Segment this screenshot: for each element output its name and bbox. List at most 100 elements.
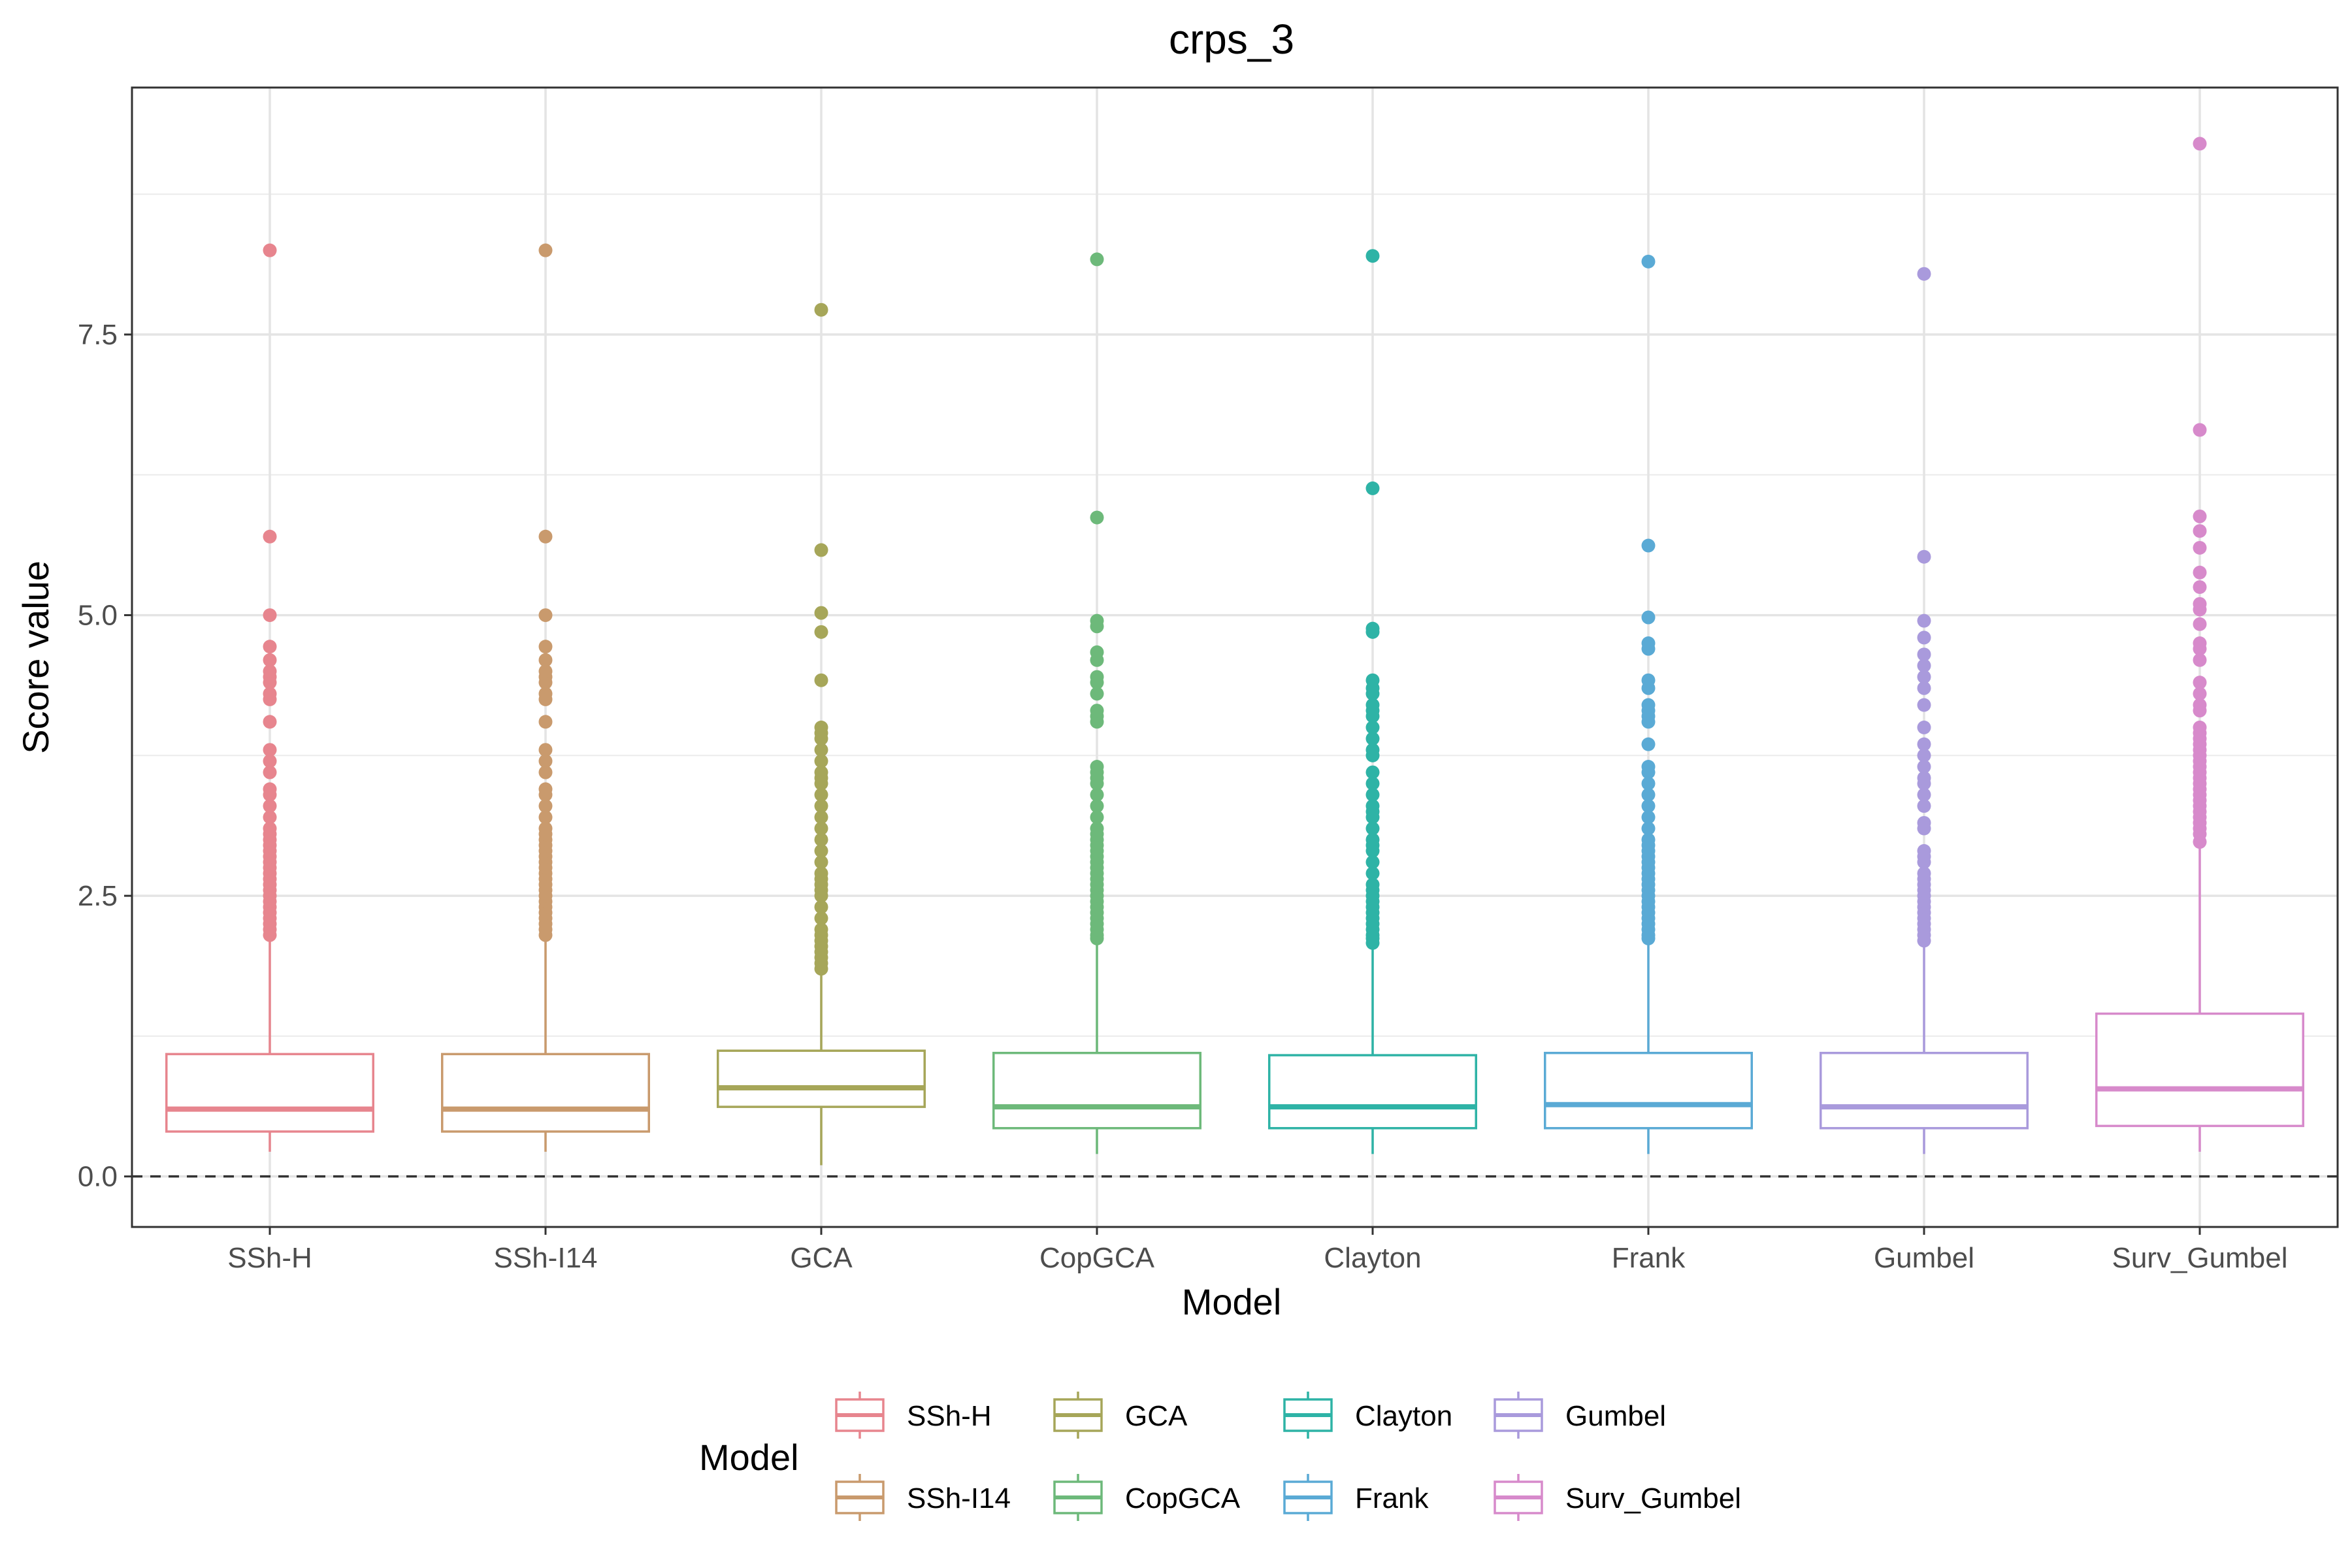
outlier-point xyxy=(1090,252,1104,267)
outlier-point xyxy=(1641,810,1656,825)
outlier-point xyxy=(2193,565,2207,580)
outlier-point xyxy=(1917,698,1931,712)
box-Surv_Gumbel xyxy=(2095,137,2304,1152)
outlier-point xyxy=(538,664,553,678)
outlier-point xyxy=(1641,636,1656,651)
legend-label: Clayton xyxy=(1355,1400,1452,1432)
box-SSh-I14 xyxy=(441,243,650,1152)
outlier-point xyxy=(2193,509,2207,523)
outlier-point xyxy=(814,900,828,914)
outlier-point xyxy=(1917,647,1931,662)
legend-item-SSh-I14: SSh-I14 xyxy=(835,1474,1011,1521)
outlier-point xyxy=(1365,743,1380,757)
series-layer xyxy=(165,137,2304,1166)
outlier-point xyxy=(263,782,277,796)
legend-item-SSh-H: SSh-H xyxy=(835,1392,992,1439)
outlier-point xyxy=(1641,673,1656,687)
outlier-point xyxy=(1090,645,1104,659)
outlier-point xyxy=(1917,843,1931,858)
outlier-point xyxy=(1641,538,1656,553)
outlier-point xyxy=(1917,815,1931,830)
outlier-point xyxy=(538,715,553,729)
legend-label: Surv_Gumbel xyxy=(1565,1482,1741,1514)
outlier-point xyxy=(263,664,277,678)
legend-item-Frank: Frank xyxy=(1283,1474,1429,1521)
iqr-box xyxy=(1268,1054,1477,1130)
chart-title: crps_3 xyxy=(1169,16,1294,63)
y-axis-title: Score value xyxy=(15,561,56,754)
legend-item-GCA: GCA xyxy=(1053,1392,1188,1439)
outlier-point xyxy=(1090,704,1104,718)
outlier-point xyxy=(1917,670,1931,684)
y-tick-label: 0.0 xyxy=(78,1161,118,1193)
outlier-point xyxy=(814,765,828,779)
outlier-point xyxy=(1641,760,1656,774)
outlier-point xyxy=(2193,676,2207,690)
box-Frank xyxy=(1544,254,1753,1154)
outlier-point xyxy=(814,673,828,687)
legend-label: SSh-H xyxy=(907,1400,992,1432)
x-tick-label: Surv_Gumbel xyxy=(2112,1242,2287,1274)
outlier-point xyxy=(2193,698,2207,712)
legend-label: Frank xyxy=(1355,1482,1429,1514)
outlier-point xyxy=(1917,267,1931,281)
outlier-point xyxy=(1641,776,1656,791)
outlier-point xyxy=(1917,771,1931,785)
box-GCA xyxy=(717,302,926,1166)
outlier-point xyxy=(263,715,277,729)
outlier-point xyxy=(2193,636,2207,651)
box-Clayton xyxy=(1268,249,1477,1154)
outlier-point xyxy=(263,529,277,544)
outlier-point xyxy=(814,843,828,858)
outlier-point xyxy=(1090,799,1104,813)
outlier-point xyxy=(814,923,828,937)
outlier-point xyxy=(2193,720,2207,734)
outlier-point xyxy=(538,608,553,623)
legend-item-Surv_Gumbel: Surv_Gumbel xyxy=(1494,1474,1741,1521)
outlier-point xyxy=(263,687,277,701)
outlier-point xyxy=(538,821,553,836)
y-tick-label: 7.5 xyxy=(78,319,118,351)
x-axis-title: Model xyxy=(1182,1281,1282,1322)
outlier-point xyxy=(1917,760,1931,774)
outlier-point xyxy=(538,243,553,257)
outlier-point xyxy=(1641,799,1656,813)
y-tick-label: 5.0 xyxy=(78,600,118,632)
outlier-point xyxy=(1365,481,1380,495)
outlier-point xyxy=(2193,540,2207,555)
outlier-point xyxy=(814,866,828,881)
x-tick-label: SSh-I14 xyxy=(494,1242,598,1274)
outlier-point xyxy=(814,720,828,734)
outlier-point xyxy=(1090,670,1104,684)
outlier-point xyxy=(1365,787,1380,802)
outlier-point xyxy=(1917,630,1931,645)
outlier-point xyxy=(263,754,277,768)
outlier-point xyxy=(538,799,553,813)
x-tick-label: GCA xyxy=(790,1242,853,1274)
legend-label: SSh-I14 xyxy=(907,1482,1011,1514)
outlier-point xyxy=(2193,580,2207,595)
outlier-point xyxy=(538,810,553,825)
outlier-point xyxy=(1917,681,1931,695)
outlier-point xyxy=(814,787,828,802)
outlier-point xyxy=(1917,737,1931,751)
legend-item-Gumbel: Gumbel xyxy=(1494,1392,1666,1439)
outlier-point xyxy=(263,653,277,667)
outlier-point xyxy=(2193,137,2207,151)
legend: Model SSh-H SSh-I14 GCA CopGCA Clayton Frank G… xyxy=(699,1392,1741,1521)
outlier-point xyxy=(1365,855,1380,870)
axis-layer: 0.0 2.5 5.0 7.5 SSh-H SSh-I14 GCA CopGCA Clayton… xyxy=(78,319,2288,1274)
outlier-point xyxy=(538,743,553,757)
box-SSh-H xyxy=(165,243,374,1152)
outlier-point xyxy=(538,640,553,654)
outlier-point xyxy=(1090,787,1104,802)
legend-item-Clayton: Clayton xyxy=(1283,1392,1452,1439)
outlier-point xyxy=(1365,866,1380,881)
outlier-point xyxy=(814,543,828,557)
legend-item-CopGCA: CopGCA xyxy=(1053,1474,1241,1521)
outlier-point xyxy=(1090,687,1104,701)
outlier-point xyxy=(1917,659,1931,673)
outlier-point xyxy=(1641,698,1656,712)
